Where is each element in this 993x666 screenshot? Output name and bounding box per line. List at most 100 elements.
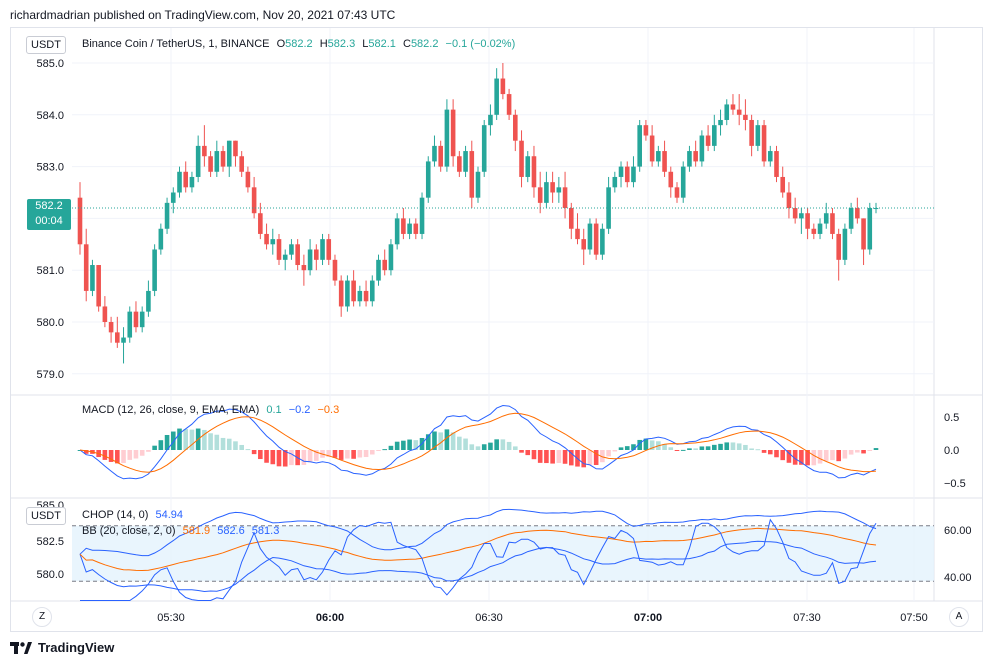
chop-tick-label: 60.00 [944, 525, 972, 537]
macd-histogram-bar [550, 450, 555, 464]
auto-scale-button[interactable]: A [949, 607, 969, 627]
macd-histogram-bar [376, 450, 381, 451]
macd-histogram-bar [258, 450, 263, 460]
macd-histogram-bar [438, 432, 443, 450]
price-tick-label: 584.0 [36, 110, 64, 122]
candle-body [432, 145, 437, 162]
macd-histogram-bar [749, 448, 754, 450]
macd-histogram-bar [276, 450, 282, 467]
candle-body [718, 119, 723, 126]
candle-body [382, 259, 388, 271]
candle-body [220, 151, 226, 167]
macd-histogram-bar [506, 441, 512, 450]
macd-histogram-bar [873, 448, 879, 450]
macd-histogram-bar [270, 450, 276, 465]
macd-histogram-bar [792, 450, 798, 465]
price-tick-label: 583.0 [36, 162, 64, 174]
macd-hist-value: 0.1 [266, 404, 282, 416]
chop-legend: CHOP (14, 0) 54.94 [82, 508, 187, 522]
candle-body [556, 187, 562, 193]
candle-body [593, 223, 599, 255]
macd-histogram-bar [307, 450, 313, 463]
candle-body [326, 239, 332, 260]
candle-body [289, 244, 294, 255]
macd-line [79, 404, 877, 480]
candle-body [817, 223, 823, 234]
macd-signal-line [79, 412, 877, 473]
macd-histogram-bar [326, 450, 332, 458]
candle-body [108, 322, 114, 333]
candle-body [730, 104, 736, 110]
bb-legend: BB (20, close, 2, 0) 581.9 582.6 581.3 [82, 524, 283, 538]
chop-band [72, 525, 934, 582]
macd-histogram-bar [189, 429, 195, 450]
candle-body [656, 151, 661, 162]
macd-histogram-bar [680, 449, 686, 451]
macd-histogram-bar [382, 449, 388, 451]
bb-basis-line [79, 527, 877, 572]
candle-body [102, 306, 108, 322]
time-tick-label: 06:00 [316, 612, 344, 624]
time-tick-label: 06:30 [475, 612, 503, 624]
candle-body [146, 290, 151, 312]
macd-histogram-bar [855, 450, 860, 453]
candle-body [550, 182, 555, 193]
macd-histogram-bar [345, 450, 350, 459]
macd-histogram-bar [233, 441, 238, 450]
macd-histogram-bar [202, 429, 207, 450]
candle-body [401, 218, 406, 234]
candle-body [152, 249, 157, 291]
macd-histogram-bar [823, 450, 829, 461]
macd-histogram-bar [649, 440, 655, 450]
zoom-button[interactable]: Z [32, 607, 52, 627]
macd-histogram-bar [146, 450, 151, 452]
chop-currency-button[interactable]: USDT [26, 507, 66, 525]
macd-histogram-bar [600, 450, 605, 463]
macd-tick-label: 0.0 [944, 445, 959, 457]
macd-histogram-bar [587, 450, 593, 465]
candle-body [127, 311, 133, 338]
candle-body [805, 213, 810, 229]
candle-body [606, 187, 611, 229]
macd-histogram-bar [127, 450, 133, 460]
macd-histogram-bar [513, 446, 518, 450]
price-tick-label: 580.0 [36, 317, 64, 329]
candle-body [307, 249, 313, 271]
macd-histogram-bar [786, 450, 792, 463]
candle-body [600, 228, 605, 255]
macd-histogram-bar [780, 450, 786, 461]
macd-histogram-bar [139, 450, 145, 456]
candle-body [662, 151, 667, 172]
candle-body [419, 197, 425, 234]
macd-histogram-bar [357, 450, 363, 458]
macd-histogram-bar [668, 447, 674, 450]
macd-histogram-bar [531, 450, 537, 460]
footer-brand[interactable]: TradingView [10, 640, 114, 655]
macd-histogram-bar [407, 439, 412, 450]
candle-body [320, 239, 325, 260]
candle-body [183, 171, 189, 188]
candle-body [693, 151, 698, 162]
candle-body [394, 218, 400, 245]
candle-body [369, 280, 375, 302]
macd-histogram-bar [867, 450, 873, 451]
candle-body [531, 156, 537, 188]
candle-body [475, 171, 481, 198]
candle-body [226, 140, 232, 167]
candle-body [674, 187, 680, 198]
macd-histogram-bar [693, 448, 698, 450]
candle-body [705, 135, 711, 146]
currency-button[interactable]: USDT [26, 36, 66, 54]
candle-body [77, 197, 83, 245]
candle-body [724, 104, 730, 120]
macd-histogram-bar [624, 446, 630, 450]
candle-body [376, 259, 381, 281]
low-value: 582.1 [368, 38, 396, 50]
candle-body [170, 192, 176, 203]
candle-body [761, 125, 767, 162]
time-tick-label: 07:30 [793, 612, 821, 624]
macd-histogram-bar [425, 434, 431, 450]
macd-histogram-bar [108, 450, 114, 462]
candle-body [463, 151, 468, 172]
